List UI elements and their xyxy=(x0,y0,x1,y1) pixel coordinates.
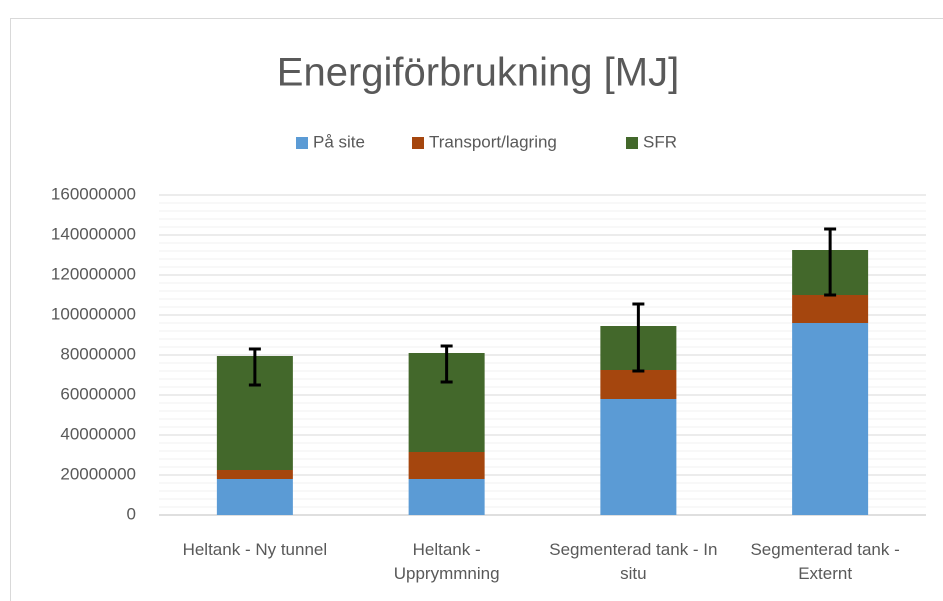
y-tick-label: 60000000 xyxy=(60,384,136,403)
legend-swatch xyxy=(412,137,424,149)
legend-label: SFR xyxy=(643,132,677,151)
y-tick-label: 140000000 xyxy=(51,224,136,243)
chart-title: Energiförbrukning [MJ] xyxy=(277,51,679,95)
legend-swatch xyxy=(626,137,638,149)
y-tick-label: 40000000 xyxy=(60,424,136,443)
bar-segment xyxy=(600,399,677,515)
y-tick-label: 0 xyxy=(127,504,136,523)
y-tick-label: 80000000 xyxy=(60,344,136,363)
y-tick-label: 160000000 xyxy=(51,184,136,203)
bar-segment xyxy=(600,370,677,399)
y-tick-label: 100000000 xyxy=(51,304,136,323)
y-tick-label: 20000000 xyxy=(60,464,136,483)
y-tick-label: 120000000 xyxy=(51,264,136,283)
bar-segment xyxy=(792,323,869,515)
bar-segment xyxy=(792,295,869,323)
x-tick-label: Heltank - Ny tunnel xyxy=(182,540,328,559)
bar-segment xyxy=(216,479,293,515)
chart-border xyxy=(10,18,943,601)
bar-segment xyxy=(408,479,485,515)
bar-segment xyxy=(216,470,293,479)
x-tick-label: Heltank - Upprymmning xyxy=(393,540,500,583)
bar-segment xyxy=(408,452,485,479)
x-tick-label: Segmenterad tank - Externt xyxy=(750,540,900,583)
x-tick-label: Segmenterad tank - In situ xyxy=(549,540,718,583)
legend-label: På site xyxy=(313,132,365,151)
legend-swatch xyxy=(296,137,308,149)
legend-label: Transport/lagring xyxy=(429,132,557,151)
